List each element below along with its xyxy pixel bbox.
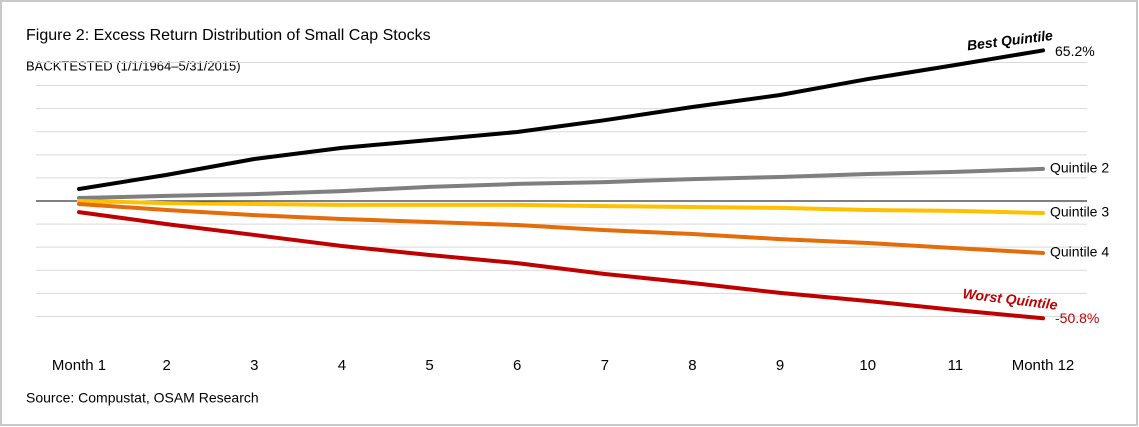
series-line — [77, 166, 1045, 200]
series-label: Quintile 4 — [1050, 244, 1109, 260]
x-tick-label: 7 — [601, 357, 609, 374]
chart-title: Figure 2: Excess Return Distribution of … — [26, 27, 431, 44]
x-tick-label: 11 — [948, 357, 964, 374]
x-tick-label: 2 — [162, 357, 170, 374]
value-label: -50.8% — [1055, 310, 1099, 326]
x-tick-label: 6 — [513, 357, 521, 374]
series-line — [77, 48, 1045, 191]
series-label: Quintile 2 — [1050, 160, 1109, 176]
x-tick-label: 4 — [338, 357, 346, 374]
x-tick-label: Month 12 — [1012, 357, 1075, 374]
x-tick-label: 5 — [425, 357, 433, 374]
series-label: Quintile 3 — [1050, 204, 1109, 220]
x-tick-label: 3 — [250, 357, 258, 374]
x-tick-label: 8 — [688, 357, 696, 374]
x-tick-label: 9 — [776, 357, 784, 374]
chart-subtitle: BACKTESTED (1/1/1964–5/31/2015) — [26, 58, 241, 73]
x-tick-label: 10 — [859, 357, 876, 374]
source: Source: Compustat, OSAM Research — [26, 390, 259, 406]
x-tick-label: Month 1 — [52, 357, 106, 374]
series-line — [77, 210, 1045, 321]
series-line — [77, 199, 1045, 216]
series-line — [77, 202, 1045, 255]
value-label: 65.2% — [1055, 43, 1095, 59]
